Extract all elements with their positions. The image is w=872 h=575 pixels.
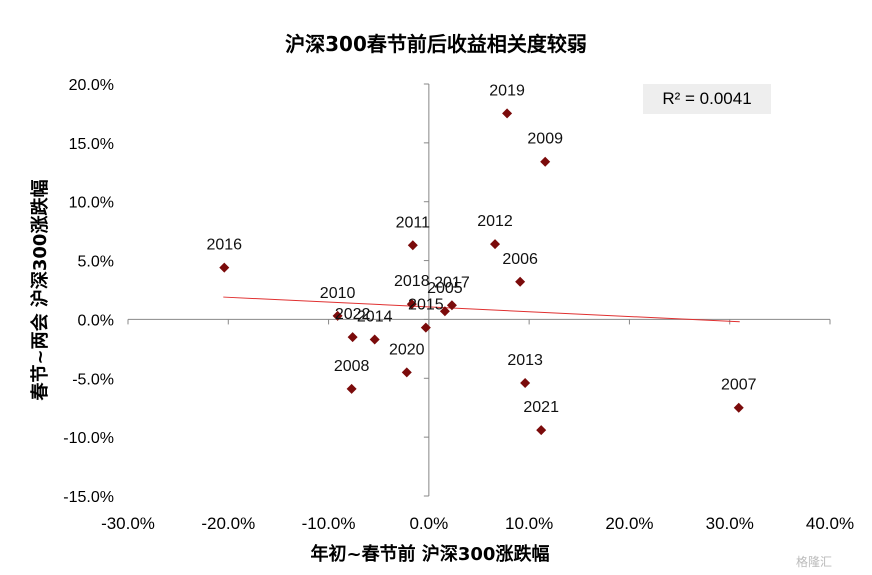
watermark: 格隆汇 [796, 555, 833, 569]
data-label: 2005 [427, 280, 463, 297]
data-point [536, 425, 547, 436]
data-label: 2012 [477, 213, 513, 230]
trendline [223, 296, 740, 323]
y-tick-label: 10.0% [69, 195, 114, 212]
data-label: 2022 [335, 306, 371, 323]
x-tick-label: 30.0% [706, 514, 754, 533]
y-tick-label: 15.0% [69, 136, 114, 153]
data-label: 2015 [408, 297, 444, 314]
x-tick-label: 10.0% [505, 514, 553, 533]
data-label: 2014 [357, 308, 393, 325]
x-tick-label: -20.0% [201, 514, 255, 533]
x-tick-label: -10.0% [302, 514, 356, 533]
y-tick-label: 20.0% [69, 77, 114, 94]
data-label: 2021 [523, 399, 559, 416]
x-tick-label: 20.0% [605, 514, 653, 533]
data-label: 2008 [334, 358, 370, 375]
data-point [346, 383, 357, 394]
x-axis-label: 年初~春节前 沪深300涨跌幅 [310, 544, 550, 565]
data-point [515, 276, 526, 287]
data-label: 2007 [721, 377, 757, 394]
data-point [401, 367, 412, 378]
data-point [332, 310, 343, 321]
chart-title: 沪深300春节前后收益相关度较弱 [285, 32, 587, 56]
data-label: 2017 [434, 274, 470, 291]
y-tick-label: 5.0% [78, 254, 114, 271]
data-label: 2018 [394, 273, 430, 290]
data-point [520, 377, 531, 388]
data-point [446, 300, 457, 311]
data-point [406, 299, 417, 310]
data-point [490, 239, 501, 250]
y-tick-label: 0.0% [78, 312, 114, 329]
data-label: 2019 [489, 82, 525, 99]
y-tick-label: -5.0% [72, 371, 114, 388]
data-point [733, 402, 744, 413]
data-point [420, 322, 431, 333]
x-tick-label: 40.0% [806, 514, 854, 533]
data-label: 2013 [507, 352, 543, 369]
data-label: 2006 [502, 251, 538, 268]
data-point [439, 306, 450, 317]
data-point [407, 240, 418, 251]
x-tick-label: -30.0% [101, 514, 155, 533]
x-tick-label: 0.0% [409, 514, 448, 533]
data-label: 2016 [206, 237, 242, 254]
data-point [219, 262, 230, 273]
data-label: 2020 [389, 341, 425, 358]
data-label: 2010 [320, 285, 356, 302]
data-point [502, 108, 513, 119]
data-point [369, 334, 380, 345]
data-point [540, 156, 551, 167]
y-tick-label: -10.0% [63, 430, 114, 447]
r-squared-label: R² = 0.0041 [643, 84, 771, 114]
y-tick-label: -15.0% [63, 489, 114, 506]
data-point [347, 332, 358, 343]
data-label: 2009 [527, 131, 563, 148]
data-label: 2011 [396, 214, 431, 231]
